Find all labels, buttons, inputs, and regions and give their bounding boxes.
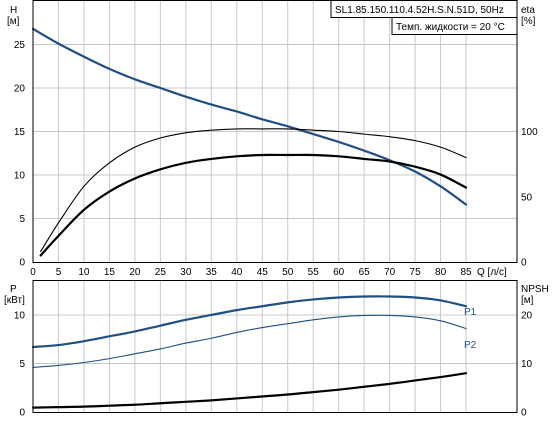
q-tick-label: 85 [460,267,472,278]
p-axis-name: P [10,284,17,295]
upper-left-ticks: 0 5 10 15 20 25 [14,40,26,269]
lower-left-ticks: 0 5 10 [14,310,26,418]
q-tick-label: 65 [359,267,371,278]
q-tick-label: 80 [435,267,447,278]
eta-thin-curve [40,128,467,253]
upper-grid [33,1,517,262]
npsh-axis-unit: [м] [521,295,534,306]
eta-thick-curve [39,153,468,257]
h-tick-label: 20 [14,84,26,95]
eta-axis-unit: [%] [521,16,536,27]
p-tick-label: 10 [14,310,26,321]
h-tick-label: 0 [19,258,25,269]
eta-axis-name: eta [521,5,535,16]
npsh-tick-label: 10 [521,359,533,370]
p1-curve [31,295,468,349]
upper-plot-frame [32,0,518,263]
p2-curve-label: P2 [464,340,477,351]
lower-curves [31,295,468,409]
h-tick-label: 25 [14,40,26,51]
q-tick-label: 15 [104,267,116,278]
q-tick-label: 40 [231,267,243,278]
q-tick-label: 30 [180,267,192,278]
q-tick-label: 50 [282,267,294,278]
q-axis-unit: Q [л/с] [477,267,507,278]
h-axis-name: H [10,5,17,16]
q-tick-label: 45 [257,267,269,278]
upper-right-ticks: 0 50 100 [521,127,538,269]
p2-curve [32,314,467,368]
npsh-tick-label: 20 [521,310,533,321]
npsh-curve [31,372,468,409]
h-curve [31,27,468,206]
q-tick-label: 70 [384,267,396,278]
upper-x-ticks: 0 5 10 15 20 25 30 35 40 45 50 55 60 65 70 75 80 85 [30,267,472,278]
q-tick-label: 0 [30,267,36,278]
p-axis-unit: [кВт] [4,295,25,306]
temperature-box [391,17,518,35]
model-name: SL1.85.150.110.4.52H.S.N.51D, 50Hz [335,5,504,16]
lower-right-ticks: 0 10 20 [521,310,533,418]
q-tick-label: 20 [129,267,141,278]
lower-grid [33,281,517,412]
eta-tick-label: 0 [521,258,527,269]
q-tick-label: 60 [333,267,345,278]
liquid-temperature: Темп. жидкости = 20 °C [396,22,505,33]
q-tick-label: 75 [410,267,422,278]
npsh-tick-label: 0 [521,408,527,419]
h-axis-unit: [м] [7,16,20,27]
p1-curve-label: P1 [464,307,477,318]
eta-tick-label: 50 [521,192,533,203]
q-tick-label: 25 [155,267,167,278]
lower-plot-frame [32,280,518,413]
p-tick-label: 5 [19,359,25,370]
npsh-axis-name: NPSH [521,284,549,295]
p-tick-label: 0 [19,408,25,419]
eta-tick-label: 100 [521,127,538,138]
q-tick-label: 35 [206,267,218,278]
h-tick-label: 15 [14,127,26,138]
h-tick-label: 10 [14,171,26,182]
h-tick-label: 5 [19,214,25,225]
upper-curves [31,27,468,257]
q-tick-label: 10 [78,267,90,278]
q-tick-label: 55 [308,267,320,278]
q-tick-label: 5 [56,267,62,278]
